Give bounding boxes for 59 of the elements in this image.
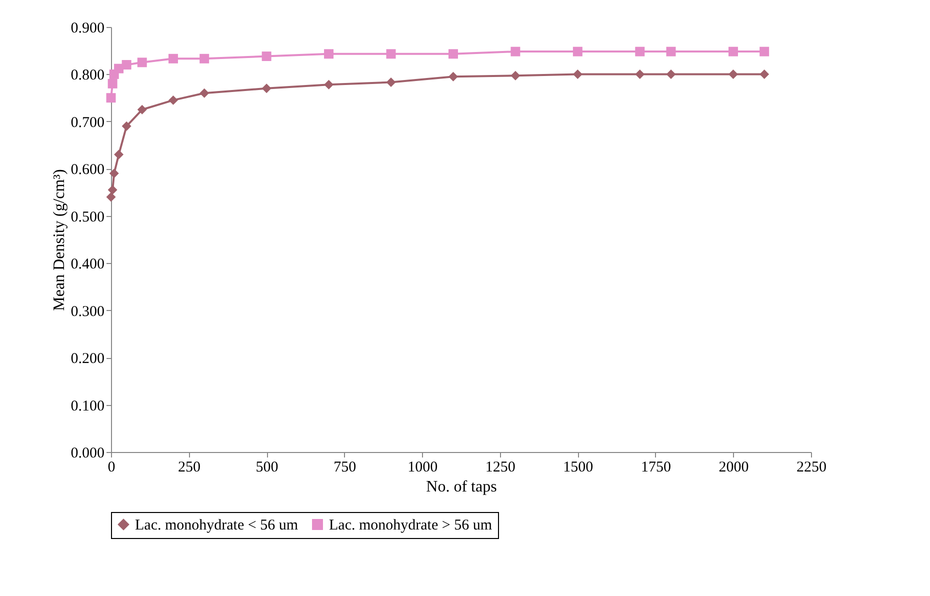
y-tick-label: 0.800 bbox=[70, 68, 104, 84]
x-tick-label: 1250 bbox=[485, 460, 516, 476]
x-tick-label: 500 bbox=[256, 460, 278, 476]
point bbox=[448, 72, 458, 82]
point bbox=[168, 54, 178, 64]
y-tick-label: 0.000 bbox=[70, 446, 104, 462]
point bbox=[137, 104, 147, 114]
x-tick-label: 2000 bbox=[718, 460, 749, 476]
point bbox=[122, 121, 132, 131]
y-tick-label: 0.700 bbox=[70, 114, 104, 131]
y-tick-label: 0.500 bbox=[70, 209, 104, 226]
point bbox=[108, 185, 118, 195]
legend-label: Lac. monohydrate < 56 um bbox=[135, 518, 298, 534]
point bbox=[262, 84, 272, 94]
y-tick-label: 0.400 bbox=[70, 256, 104, 273]
point bbox=[106, 93, 116, 103]
point bbox=[728, 46, 738, 56]
x-axis-title: No. of taps bbox=[426, 478, 497, 496]
x-tick-label: 1750 bbox=[640, 460, 671, 476]
x-tick-label: 0 bbox=[108, 460, 116, 476]
point bbox=[728, 69, 738, 79]
point bbox=[122, 60, 132, 70]
y-tick-label: 0.900 bbox=[70, 20, 104, 36]
x-tick-label: 2250 bbox=[796, 460, 826, 476]
point bbox=[635, 69, 645, 79]
y-tick-label: 0.100 bbox=[70, 398, 104, 414]
y-tick-label: 0.300 bbox=[70, 304, 104, 320]
point bbox=[168, 95, 178, 105]
point bbox=[106, 192, 116, 202]
y-axis-title: Mean Density (g/cm³) bbox=[50, 169, 68, 311]
point bbox=[200, 54, 210, 64]
point bbox=[760, 46, 770, 56]
point bbox=[760, 69, 770, 79]
point bbox=[510, 70, 520, 80]
point bbox=[635, 46, 645, 56]
point bbox=[137, 58, 147, 68]
y-tick-label: 0.200 bbox=[70, 351, 104, 368]
point bbox=[386, 49, 396, 59]
x-tick-label: 1500 bbox=[563, 460, 594, 476]
x-tick-label: 1000 bbox=[408, 460, 438, 476]
x-tick-label: 250 bbox=[178, 460, 201, 476]
point bbox=[666, 69, 676, 79]
point bbox=[109, 168, 119, 178]
point bbox=[324, 49, 334, 59]
y-tick-label: 0.600 bbox=[70, 162, 104, 178]
point bbox=[324, 80, 334, 90]
point bbox=[114, 150, 124, 160]
point bbox=[448, 49, 458, 59]
point bbox=[262, 52, 272, 62]
point bbox=[108, 78, 118, 88]
point bbox=[200, 88, 210, 98]
x-tick-label: 750 bbox=[334, 460, 356, 476]
point bbox=[666, 46, 676, 56]
point bbox=[572, 69, 582, 79]
point bbox=[386, 78, 396, 87]
point bbox=[510, 46, 520, 56]
legend-label: Lac. monohydrate > 56 um bbox=[329, 518, 492, 534]
point bbox=[572, 46, 582, 56]
point bbox=[114, 64, 124, 74]
